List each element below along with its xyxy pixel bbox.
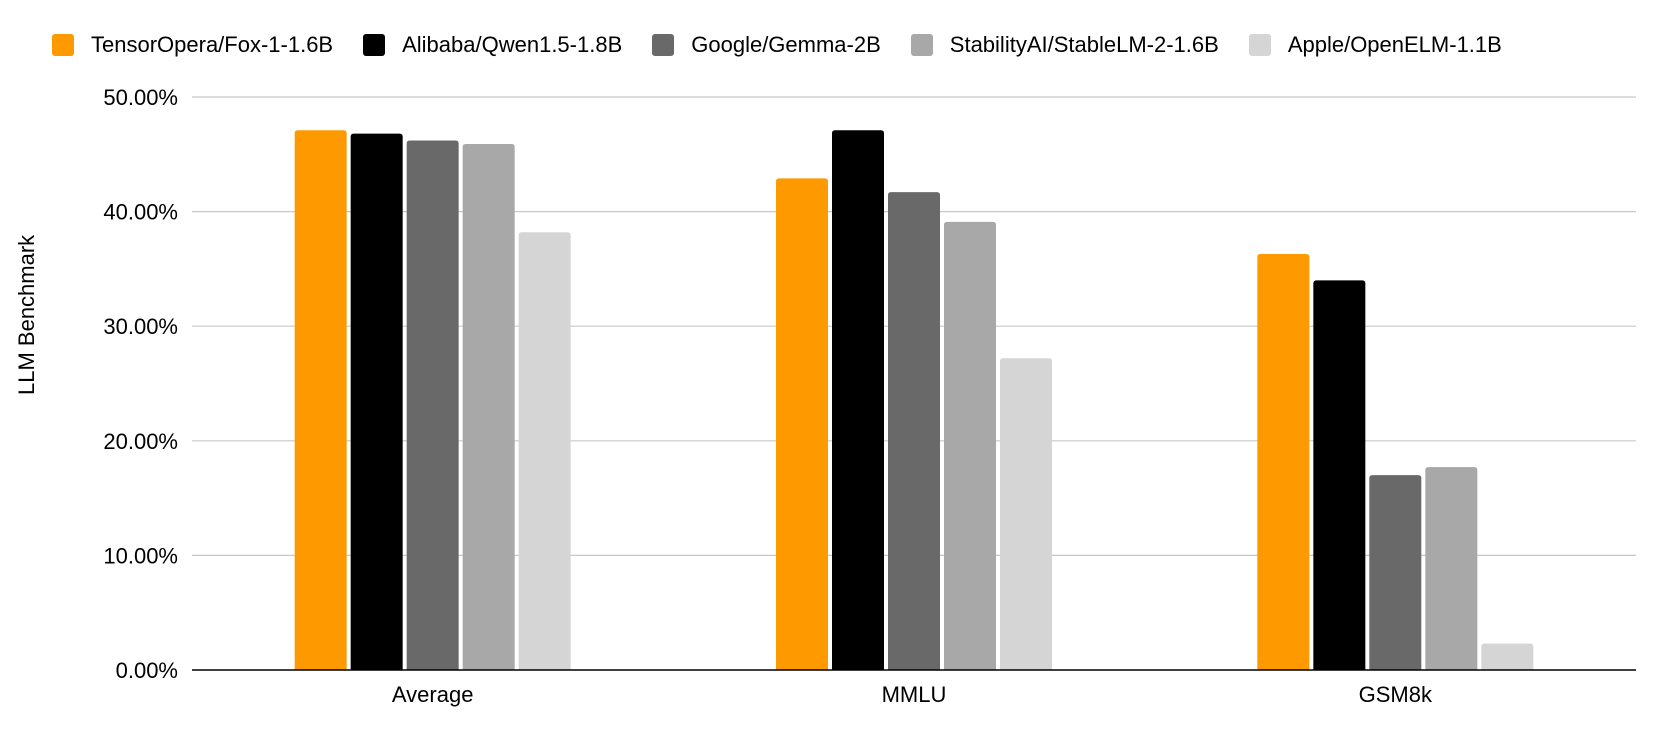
bar <box>944 221 996 670</box>
legend-item: Apple/OpenELM-1.1B <box>1248 32 1502 58</box>
bar <box>1313 280 1366 670</box>
legend-item: Google/Gemma-2B <box>652 32 881 58</box>
y-tick-label: 0.00% <box>116 658 178 683</box>
bar <box>406 140 459 671</box>
bar <box>1425 467 1478 670</box>
legend-label: Alibaba/Qwen1.5-1.8B <box>402 32 623 57</box>
x-tick-label: Average <box>392 682 474 707</box>
bar <box>1481 643 1534 670</box>
legend-label: StabilityAI/StableLM-2-1.6B <box>949 32 1219 57</box>
bar <box>294 130 347 670</box>
bar <box>1000 358 1052 670</box>
legend-item: Alibaba/Qwen1.5-1.8B <box>363 32 622 58</box>
bar <box>350 133 403 670</box>
x-tick-label: MMLU <box>882 682 947 707</box>
y-tick-label: 40.00% <box>103 200 178 225</box>
chart-legend: TensorOpera/Fox-1-1.6B Alibaba/Qwen1.5-1.… <box>52 32 1532 58</box>
bar <box>832 130 884 670</box>
legend-swatch <box>652 34 675 56</box>
y-tick-label: 20.00% <box>103 429 178 454</box>
legend-label: Apple/OpenELM-1.1B <box>1287 32 1502 57</box>
legend-item: StabilityAI/StableLM-2-1.6B <box>910 32 1219 58</box>
legend-swatch <box>52 34 74 56</box>
legend-item: TensorOpera/Fox-1-1.6B <box>52 32 333 58</box>
bar <box>888 192 940 671</box>
bar <box>1257 254 1310 670</box>
legend-label: TensorOpera/Fox-1-1.6B <box>91 32 334 57</box>
y-tick-label: 50.00% <box>103 85 178 110</box>
legend-swatch <box>1248 34 1271 56</box>
bar <box>1369 475 1422 670</box>
x-tick-label: GSM8k <box>1359 682 1433 707</box>
y-tick-label: 10.00% <box>103 543 178 568</box>
bar <box>462 143 515 671</box>
y-tick-label: 30.00% <box>103 314 178 339</box>
legend-swatch <box>363 34 386 56</box>
bar <box>518 232 571 670</box>
legend-swatch <box>910 34 933 56</box>
bar <box>776 178 828 670</box>
legend-label: Google/Gemma-2B <box>691 32 881 57</box>
